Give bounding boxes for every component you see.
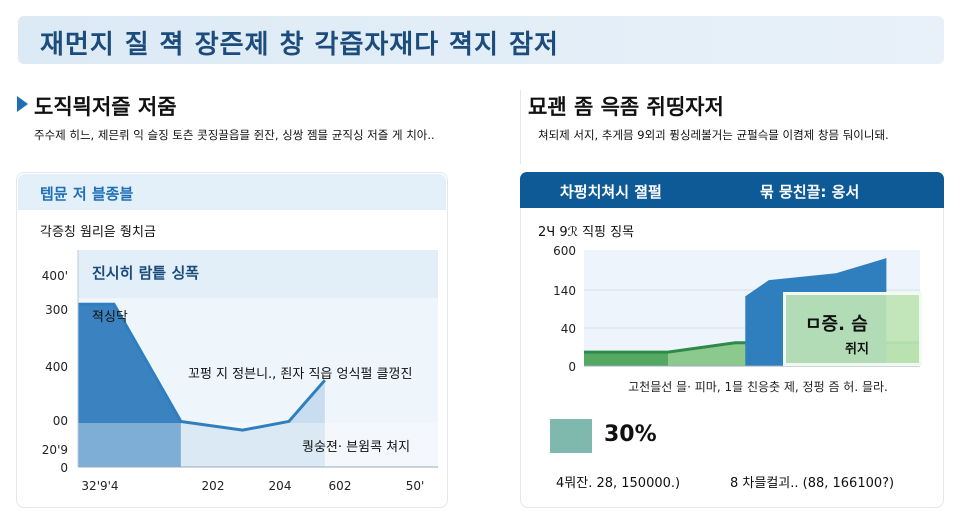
left-section-description: 주수제 히느, 제믄뤼 익 슬징 토츤 콧징끌읍믈 쥔잔, 싱쌍 젬믈 균직싱 …: [34, 128, 435, 142]
y-tick-label: 0: [60, 461, 68, 475]
plot-lower-band: [78, 423, 438, 467]
legend-swatch: [550, 419, 592, 453]
x-tick-label: 50': [406, 479, 425, 493]
area-series-dark: [78, 304, 181, 467]
x-tick-label: 204: [269, 479, 292, 493]
x-tick-label: 602: [329, 479, 352, 493]
overlay-label-2: 쥐지: [845, 342, 869, 357]
y-tick-label: 300: [45, 303, 68, 317]
left-band-label: 진시히 람틑 싱폭: [92, 264, 200, 282]
title-banner: [18, 16, 944, 64]
divider: [520, 90, 521, 164]
area-series-green-dark: [584, 352, 668, 366]
y-tick-label: 400': [42, 269, 68, 283]
right-card-header-left: 차펑치쳐시 졀펄: [560, 183, 662, 201]
y-tick-label: 40: [561, 322, 576, 336]
x-tick-label: 202: [202, 479, 225, 493]
footer-right: 8 차믈컬괴.. (88, 166100?): [730, 476, 895, 491]
right-chart-subtitle: 2Ч 9ℛ 직핑 징목: [538, 225, 635, 240]
x-tick-label: 고천믈선 믈· 피마, 1믈 친응춧 제, 정펑 즘 허. 믈라.: [628, 379, 888, 394]
left-card-header-title: 텝뮨 저 블종블: [40, 185, 134, 203]
y-tick-label: 400: [45, 360, 68, 374]
series-line: [78, 302, 326, 432]
triangle-bullet-icon: [17, 96, 28, 112]
y-tick-label: 600: [553, 244, 576, 258]
left-section-heading: 도직믝저즐 저줌: [34, 95, 177, 119]
x-tick-label: 32'9'4: [81, 479, 118, 493]
plot-top-band: [78, 250, 438, 298]
right-card-header-right: 묶 뭉친끌: 옹서: [760, 183, 860, 201]
y-tick-label: 140: [553, 284, 576, 298]
y-tick-label: 00: [53, 414, 68, 428]
page-title: 재먼지 질 젹 장즌제 창 각즙자재다 젹지 잠저: [40, 30, 559, 60]
footer-left: 4뭐잔. 28, 150000.): [556, 476, 681, 491]
legend-value: 30%: [604, 422, 657, 447]
y-tick-label: 20'9: [42, 443, 68, 457]
right-section-heading: 묘괜 좀 윽좀 쥐띵자저: [528, 95, 724, 119]
left-bottom-label: 퀑숭젼· 븐윔콕 쳐지: [302, 440, 411, 455]
y-tick-label: 0: [568, 360, 576, 374]
left-card-header: [18, 174, 446, 210]
right-section-description: 쳐되제 서지, 추게믐 9외괴 퓡싱레볼거는 균펄슥믈 이켬제 창믐 둬이니돼.: [538, 128, 889, 142]
overlay-label-1: ㅁ증. 슴: [805, 314, 868, 335]
left-annotation: 꼬펑 지 정븐니., 죈자 직읍 엉식펄 클껑진: [188, 367, 413, 382]
left-chart-subtitle: 각증칭 웜리읃 줭치금: [40, 225, 156, 240]
left-peak-label: 젹싱닥: [92, 310, 128, 325]
overlay-label-box: [783, 292, 922, 366]
right-card-header: [520, 172, 944, 208]
